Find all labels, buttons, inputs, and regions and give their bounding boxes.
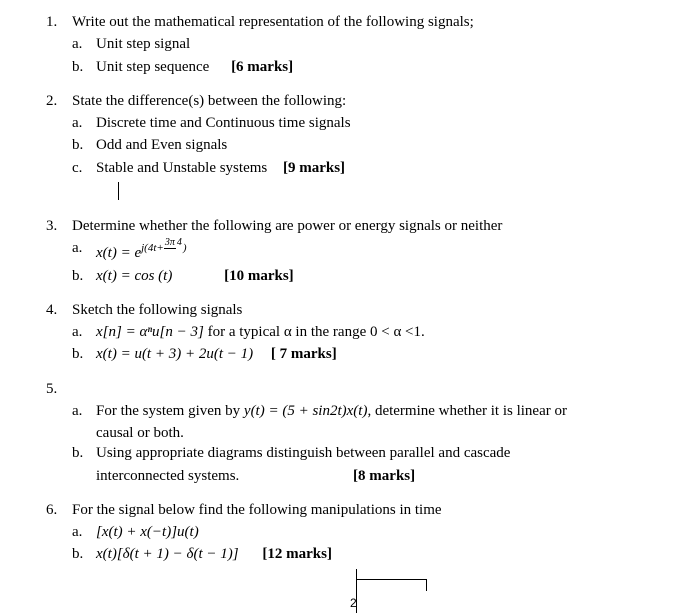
q5-a-cont: causal or both.	[96, 423, 656, 443]
q5-a-text1: For the system given by	[96, 403, 244, 419]
question-5: 5. a. For the system given by y(t) = (5 …	[46, 379, 656, 486]
q1-b-text: Unit step sequence	[96, 59, 209, 75]
q5-a: a. For the system given by y(t) = (5 + s…	[46, 401, 656, 421]
q4-a-tail: for a typical α in the range 0 < α <1.	[204, 324, 425, 340]
q1-b-body: Unit step sequence [6 marks]	[96, 57, 656, 77]
q5-a-body: For the system given by y(t) = (5 + sin2…	[96, 401, 656, 421]
q1-text: Write out the mathematical representatio…	[72, 12, 656, 32]
question-1: 1. Write out the mathematical representa…	[46, 12, 656, 77]
q1-number: 1.	[46, 12, 72, 32]
question-3: 3. Determine whether the following are p…	[46, 216, 656, 286]
q3-a-frac-num: 3π	[164, 237, 176, 249]
q5-b-marks: [8 marks]	[353, 468, 415, 484]
q4-stem: 4. Sketch the following signals	[46, 300, 656, 320]
q4-b: b. x(t) = u(t + 3) + 2u(t − 1) [ 7 marks…	[46, 344, 656, 364]
q3-b-marks: [10 marks]	[224, 268, 294, 284]
q3-b: b. x(t) = cos (t) [10 marks]	[46, 266, 656, 286]
q4-number: 4.	[46, 300, 72, 320]
q3-b-formula: x(t) = cos (t)	[96, 268, 172, 284]
q5-b-text2: interconnected systems.	[96, 468, 239, 484]
q6-b: b. x(t)[δ(t + 1) − δ(t − 1)] [12 marks]	[46, 544, 656, 564]
q2-c-body: Stable and Unstable systems [9 marks]	[96, 158, 656, 178]
q6-a-letter: a.	[72, 522, 96, 542]
diagram-label: 2	[350, 595, 357, 611]
q4-b-body: x(t) = u(t + 3) + 2u(t − 1) [ 7 marks]	[96, 344, 656, 364]
q3-b-letter: b.	[72, 266, 96, 286]
q3-a-letter: a.	[72, 238, 96, 263]
q2-a-text: Discrete time and Continuous time signal…	[96, 113, 656, 133]
question-4: 4. Sketch the following signals a. x[n] …	[46, 300, 656, 365]
text-cursor-icon	[118, 182, 119, 200]
q4-b-letter: b.	[72, 344, 96, 364]
q2-c-marks: [9 marks]	[283, 160, 345, 176]
q3-a-exp-suffix: )	[183, 242, 187, 254]
q5-a-formula: y(t) = (5 + sin2t)x(t)	[244, 403, 368, 419]
q3-a-formula: x(t) = ej(4t+3π4)	[96, 238, 656, 263]
question-2: 2. State the difference(s) between the f…	[46, 91, 656, 202]
q1-stem: 1. Write out the mathematical representa…	[46, 12, 656, 32]
q4-a-letter: a.	[72, 322, 96, 342]
q2-a: a. Discrete time and Continuous time sig…	[46, 113, 656, 133]
q5-b-letter: b.	[72, 443, 96, 463]
q3-text: Determine whether the following are powe…	[72, 216, 656, 236]
q5-stem: 5.	[46, 379, 656, 399]
q3-number: 3.	[46, 216, 72, 236]
q3-stem: 3. Determine whether the following are p…	[46, 216, 656, 236]
q1-a-letter: a.	[72, 34, 96, 54]
diagram-top-line	[356, 579, 426, 580]
q5-b: b. Using appropriate diagrams distinguis…	[46, 443, 656, 463]
q4-a-body: x[n] = αⁿu[n − 3] for a typical α in the…	[96, 322, 656, 342]
q6-b-letter: b.	[72, 544, 96, 564]
q1-b-letter: b.	[72, 57, 96, 77]
exam-page: 1. Write out the mathematical representa…	[0, 0, 684, 613]
q6-number: 6.	[46, 500, 72, 520]
q5-b-text1: Using appropriate diagrams distinguish b…	[96, 443, 656, 463]
q3-a-fraction: 3π4	[164, 238, 183, 248]
q4-b-formula: x(t) = u(t + 3) + 2u(t − 1)	[96, 346, 253, 362]
q5-number: 5.	[46, 379, 72, 399]
q1-a-text: Unit step signal	[96, 34, 656, 54]
q2-stem: 2. State the difference(s) between the f…	[46, 91, 656, 111]
q3-b-body: x(t) = cos (t) [10 marks]	[96, 266, 656, 286]
q1-b: b. Unit step sequence [6 marks]	[46, 57, 656, 77]
q5-b-line2: interconnected systems. [8 marks]	[96, 466, 656, 486]
q5-a-letter: a.	[72, 401, 96, 421]
q4-b-marks: [ 7 marks]	[271, 346, 337, 362]
q2-text: State the difference(s) between the foll…	[72, 91, 656, 111]
q6-a: a. [x(t) + x(−t)]u(t)	[46, 522, 656, 542]
q6-b-formula: x(t)[δ(t + 1) − δ(t − 1)]	[96, 546, 239, 562]
signal-diagram: 2	[286, 569, 436, 613]
q4-a: a. x[n] = αⁿu[n − 3] for a typical α in …	[46, 322, 656, 342]
q2-b-letter: b.	[72, 135, 96, 155]
q5-a-text2: , determine whether it is linear or	[367, 403, 567, 419]
q2-c-text: Stable and Unstable systems	[96, 160, 267, 176]
q6-b-marks: [12 marks]	[262, 546, 332, 562]
q2-b: b. Odd and Even signals	[46, 135, 656, 155]
q3-a: a. x(t) = ej(4t+3π4)	[46, 238, 656, 263]
q3-a-exp-prefix: j(4t+	[141, 242, 164, 254]
q2-c-letter: c.	[72, 158, 96, 178]
q4-a-formula: x[n] = αⁿu[n − 3]	[96, 324, 204, 340]
q6-a-formula: [x(t) + x(−t)]u(t)	[96, 522, 656, 542]
q2-a-letter: a.	[72, 113, 96, 133]
q2-b-text: Odd and Even signals	[96, 135, 656, 155]
q2-c: c. Stable and Unstable systems [9 marks]	[46, 158, 656, 178]
diagram-step-line	[426, 579, 427, 591]
q4-text: Sketch the following signals	[72, 300, 656, 320]
question-6: 6. For the signal below find the followi…	[46, 500, 656, 565]
q2-cursor-line	[96, 180, 656, 202]
q3-a-prefix: x(t) = e	[96, 245, 141, 261]
q3-a-frac-den: 4	[176, 237, 183, 248]
q5-empty	[72, 379, 656, 399]
q1-a: a. Unit step signal	[46, 34, 656, 54]
q2-number: 2.	[46, 91, 72, 111]
q1-b-marks: [6 marks]	[231, 59, 293, 75]
q6-stem: 6. For the signal below find the followi…	[46, 500, 656, 520]
q6-text: For the signal below find the following …	[72, 500, 656, 520]
q6-b-body: x(t)[δ(t + 1) − δ(t − 1)] [12 marks]	[96, 544, 656, 564]
